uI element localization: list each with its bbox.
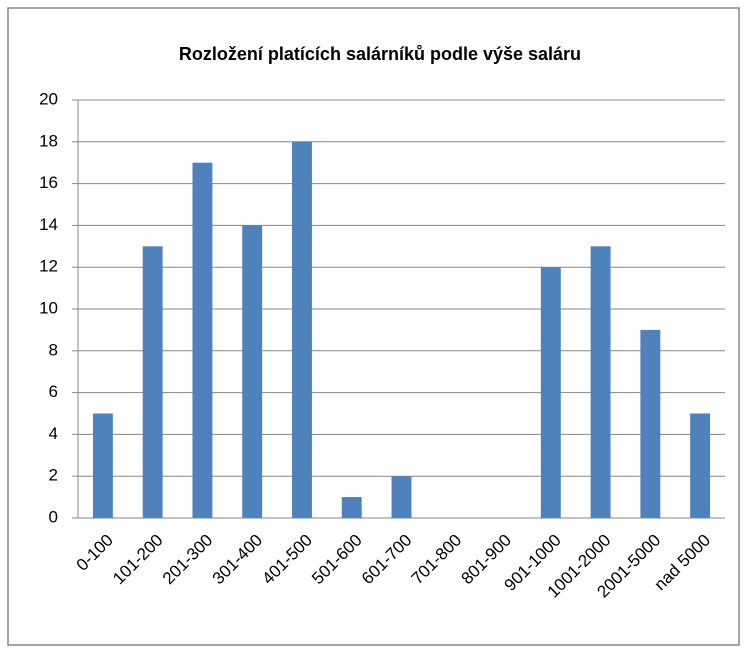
bar xyxy=(590,246,611,519)
bar xyxy=(242,225,263,518)
y-tick-label: 14 xyxy=(39,215,58,234)
bar xyxy=(341,497,362,518)
chart-title: Rozložení platících salárníků podle výše… xyxy=(179,44,581,64)
bar xyxy=(690,413,711,518)
y-tick-label: 8 xyxy=(49,340,58,359)
y-tick-label: 20 xyxy=(39,89,58,108)
bar xyxy=(292,141,312,519)
y-tick-label: 10 xyxy=(39,298,58,317)
y-tick-label: 6 xyxy=(49,382,58,401)
bar xyxy=(92,413,113,518)
chart-frame xyxy=(7,7,740,646)
bar xyxy=(142,246,163,519)
y-tick-label: 0 xyxy=(49,507,58,526)
y-tick-label: 4 xyxy=(49,424,58,443)
y-tick-label: 16 xyxy=(39,173,58,192)
y-tick-label: 2 xyxy=(49,466,58,485)
bar xyxy=(540,267,561,518)
y-tick-label: 18 xyxy=(39,131,58,150)
bar xyxy=(391,476,412,518)
bar xyxy=(192,162,213,518)
bar xyxy=(640,329,661,518)
y-tick-label: 12 xyxy=(39,257,58,276)
